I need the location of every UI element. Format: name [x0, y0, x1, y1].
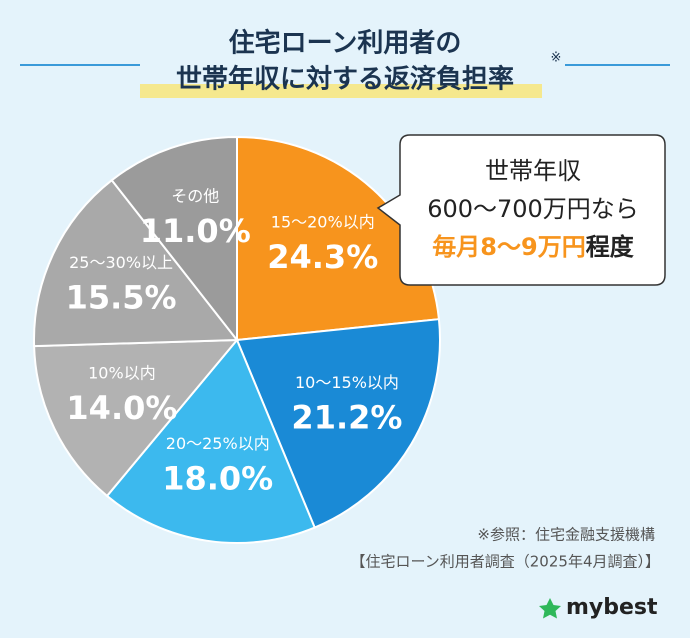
brand-star — [539, 598, 561, 619]
pie: 15〜20%以内 24.3% 10〜15%以内 21.2% 20〜25%以内 18.0% 1… — [33, 135, 441, 544]
callout-box — [376, 134, 666, 286]
brand: mybest — [566, 595, 658, 620]
source-line: 【住宅ローン利用者調査（2025年4月調査）】 — [351, 553, 660, 571]
slice-category: 25〜30%以上 — [69, 253, 173, 272]
slice-value: 11.0% — [140, 212, 251, 250]
pie-slice — [110, 135, 238, 343]
callout-line: 600〜700万円なら — [427, 195, 639, 223]
pie-slice — [105, 338, 316, 544]
slice-category: 10〜15%以内 — [295, 373, 399, 392]
slice-value: 15.5% — [66, 279, 177, 317]
callout-line: 毎月8〜9万円程度 — [432, 233, 634, 261]
slice-category: 20〜25%以内 — [166, 434, 270, 453]
title-line: 住宅ローン利用者の — [229, 28, 462, 59]
pie-slice — [235, 318, 441, 529]
title-line: 世帯年収に対する返済負担率 — [176, 64, 514, 95]
slice-category: 15〜20%以内 — [271, 212, 375, 231]
slice-value: 14.0% — [66, 389, 177, 427]
callout-highlight: 毎月8〜9万円 — [432, 233, 585, 261]
title-note: ※ — [551, 51, 562, 66]
slice-category: その他 — [171, 187, 219, 206]
slice-category: 10%以内 — [88, 364, 156, 383]
callout-line: 世帯年収 — [485, 157, 581, 185]
source-line: ※参照：住宅金融支援機構 — [477, 526, 655, 544]
slice-value: 24.3% — [267, 238, 378, 276]
slice-value: 21.2% — [291, 399, 402, 437]
callout-suffix: 程度 — [586, 233, 635, 261]
pie-slice — [33, 338, 240, 498]
slice-value: 18.0% — [162, 460, 273, 498]
pie-slice — [33, 178, 240, 348]
title-highlight — [140, 84, 542, 98]
